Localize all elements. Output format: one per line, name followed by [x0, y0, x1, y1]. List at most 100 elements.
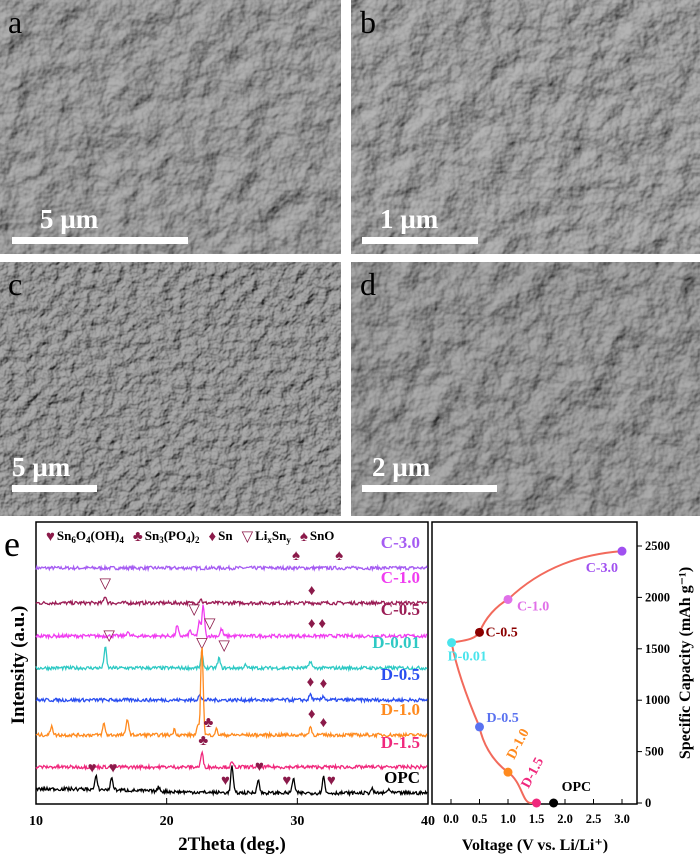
capacity-marker [532, 798, 541, 808]
capacity-point-C-3.0: C-3.0 [586, 546, 627, 576]
capacity-x-axis-label: Voltage (V vs. Li/Li⁺) [462, 837, 608, 854]
capacity-point-label: D-0.01 [448, 650, 487, 665]
capacity-y-tick-label: 2000 [645, 590, 670, 604]
phase-marker: ♣ [204, 715, 214, 731]
phase-marker: ♥ [221, 773, 230, 789]
scale-bar-label-a: 5 µm [40, 204, 99, 234]
phase-marker: ♦ [320, 715, 328, 731]
capacity-point-label: C-0.5 [486, 625, 518, 640]
phase-marker: ♦ [308, 616, 316, 632]
phase-marker: ♥ [88, 760, 97, 776]
capacity-y-tick-label: 0 [645, 796, 651, 810]
xrd-series-D-0.5: D-0.5 ♦ ♦ [35, 665, 428, 704]
xrd-legend: ♥ Sn6O4(OH)4 ♣ Sn3(PO4)2 ♦ Sn ▽ LixSny ♠ SnO [46, 528, 334, 545]
capacity-point-label: C-1.0 [517, 599, 549, 614]
capacity-marker [549, 798, 559, 808]
legend-item: ♠ SnO [300, 528, 335, 545]
capacity-point-C-0.5: C-0.5 [475, 625, 518, 640]
phase-marker: ♠ [335, 548, 343, 564]
capacity-x-tick-label: 1.5 [529, 812, 545, 826]
legend-symbol: ♦ [208, 529, 216, 545]
capacity-y-tick-label: 500 [645, 745, 664, 759]
capacity-y-tick-label: 1500 [645, 642, 670, 656]
capacity-x-tick-label: 3.0 [614, 812, 630, 826]
legend-item: ♦ Sn [208, 528, 233, 545]
sem-panel-c: c 5 µm [0, 262, 341, 516]
sem-image-c [0, 262, 341, 516]
legend-symbol: ♣ [133, 529, 143, 545]
capacity-x-tick-label: 2.0 [557, 812, 573, 826]
sem-panel-b: b 1 µm [351, 0, 700, 254]
phase-marker: ♦ [308, 707, 316, 723]
legend-symbol: ▽ [242, 529, 254, 545]
phase-marker: ▽ [99, 576, 111, 592]
xrd-series-OPC: OPC ♥ ♥ ♥ ♥ ♥ ♥ [35, 759, 428, 798]
capacity-x-tick-label: 0.5 [472, 812, 488, 826]
xrd-series-D-1.5: D-1.5 ♣ [35, 733, 428, 772]
xrd-trace [35, 692, 428, 704]
phase-marker: ♥ [282, 773, 291, 789]
capacity-point-label: OPC [562, 780, 592, 795]
capacity-marker [447, 638, 457, 648]
capacity-y-tick-label: 2500 [645, 539, 670, 553]
capacity-y-axis-label: Specific Capacity (mAh g⁻¹) [677, 567, 694, 759]
scale-bar-label-d: 2 µm [372, 452, 431, 482]
xrd-x-axis-label: 2Theta (deg.) [178, 834, 286, 855]
scale-bar-c [12, 485, 97, 492]
sem-image-d [351, 262, 700, 516]
legend-label: LixSny [255, 528, 291, 545]
legend-label: SnO [310, 528, 335, 543]
capacity-marker [503, 767, 513, 777]
legend-label: Sn [218, 528, 233, 543]
xrd-trace [35, 750, 428, 772]
xrd-trace [35, 563, 428, 573]
scale-bar-b [362, 237, 478, 244]
panel-letter-c: c [8, 266, 22, 302]
phase-marker: ♥ [327, 773, 336, 789]
capacity-x-tick-label: 1.0 [500, 812, 516, 826]
xrd-trace [35, 604, 428, 641]
capacity-point-C-1.0: C-1.0 [503, 594, 549, 614]
xrd-ticks: 10 20 30 40 [29, 798, 435, 829]
sem-image-a [0, 0, 341, 254]
panel-letter-d: d [360, 266, 376, 302]
xrd-x-tick-label: 20 [160, 814, 174, 829]
capacity-point-label: C-3.0 [586, 561, 618, 576]
xrd-trace-label: C-3.0 [381, 533, 420, 552]
legend-symbol: ♠ [300, 529, 308, 545]
phase-marker: ▽ [103, 628, 115, 644]
xrd-y-axis-label: Intensity (a.u.) [8, 606, 29, 725]
phase-marker: ♦ [318, 616, 326, 632]
xrd-trace [35, 596, 428, 608]
panel-letter-a: a [8, 4, 22, 40]
xrd-trace-label: C-1.0 [381, 568, 420, 587]
panel-letter-e: e [4, 524, 20, 564]
xrd-x-tick-label: 30 [290, 814, 304, 829]
xrd-chart: e Intensity (a.u.) 2Theta (deg.) 10 20 30 4… [4, 521, 435, 855]
capacity-marker [475, 722, 484, 732]
sem-panel-d: d 2 µm [351, 262, 700, 516]
sem-image-b [351, 0, 700, 254]
scale-bar-label-b: 1 µm [380, 204, 439, 234]
xrd-trace-label: D-0.01 [372, 633, 420, 652]
scale-bar-d [362, 485, 497, 492]
xrd-trace [35, 647, 428, 740]
capacity-point-D-0.01: D-0.01 [447, 638, 487, 665]
capacity-marker [503, 594, 513, 604]
legend-item: ♣ Sn3(PO4)2 [133, 528, 200, 545]
capacity-marker [475, 627, 484, 637]
xrd-trace-label: D-1.0 [381, 700, 420, 719]
xrd-trace [35, 646, 428, 673]
scale-bar-a [12, 237, 188, 244]
xrd-series-C-1.0: C-1.0 ▽ ♦ [35, 568, 428, 608]
capacity-x-tick-label: 0.0 [443, 812, 459, 826]
xrd-trace [35, 765, 428, 798]
scale-bar-label-c: 5 µm [12, 452, 71, 482]
capacity-chart: Voltage (V vs. Li/Li⁺) Specific Capacity… [431, 521, 694, 854]
capacity-y-tick-label: 1000 [645, 693, 670, 707]
legend-symbol: ♥ [46, 529, 55, 545]
xrd-trace-label: OPC [384, 768, 420, 787]
